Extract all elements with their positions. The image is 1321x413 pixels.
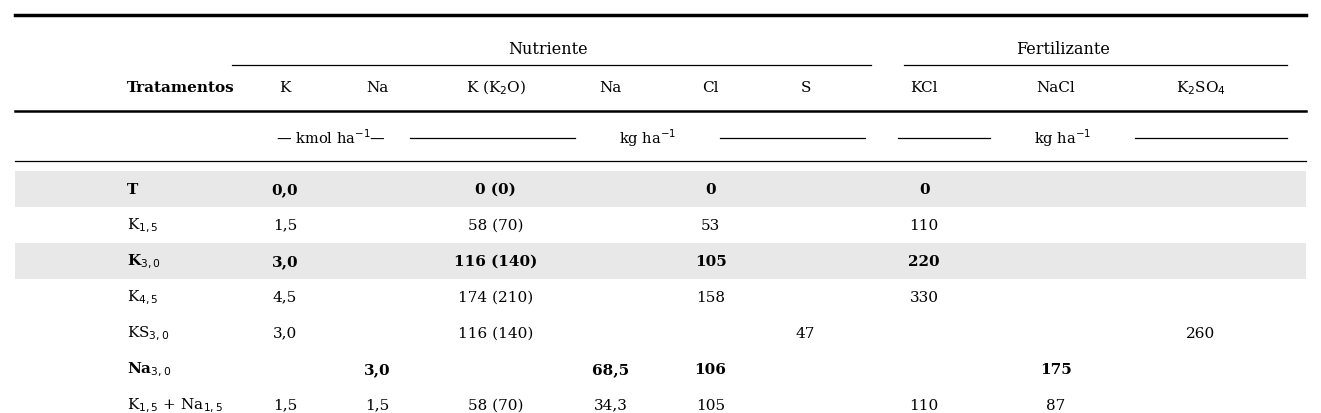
Text: Na$_{3,0}$: Na$_{3,0}$ [127,361,170,379]
Text: K$_{1,5}$: K$_{1,5}$ [127,216,159,235]
Text: Fertilizante: Fertilizante [1016,41,1110,58]
Text: Na: Na [600,81,622,95]
Text: K$_{1,5}$ + Na$_{1,5}$: K$_{1,5}$ + Na$_{1,5}$ [127,396,223,413]
Text: 0: 0 [705,183,716,197]
Bar [15,243,1306,279]
Text: kg ha$^{-1}$: kg ha$^{-1}$ [1034,127,1091,149]
Text: 1,5: 1,5 [272,399,297,413]
Text: KCl: KCl [910,81,938,95]
Bar [15,351,1306,387]
Text: 1,5: 1,5 [272,219,297,233]
Text: S: S [801,81,811,95]
Text: Na: Na [366,81,388,95]
Text: Cl: Cl [703,81,719,95]
Text: 0 (0): 0 (0) [476,183,517,197]
Text: 87: 87 [1046,399,1066,413]
Text: 260: 260 [1186,327,1215,341]
Text: 105: 105 [696,399,725,413]
Text: 47: 47 [795,327,815,341]
Text: 4,5: 4,5 [272,291,297,305]
Text: K (K$_2$O): K (K$_2$O) [465,79,526,97]
Text: K: K [279,81,291,95]
Text: 1,5: 1,5 [365,399,390,413]
Text: 3,0: 3,0 [272,255,299,269]
Text: 3,0: 3,0 [363,363,391,377]
Text: 116 (140): 116 (140) [458,327,534,341]
Text: 175: 175 [1040,363,1071,377]
Text: 58 (70): 58 (70) [468,219,523,233]
Text: Tratamentos: Tratamentos [127,81,234,95]
Text: 0,0: 0,0 [272,183,299,197]
Text: KS$_{3,0}$: KS$_{3,0}$ [127,325,169,343]
Text: 116 (140): 116 (140) [454,255,538,269]
Bar [15,387,1306,413]
Text: K$_{4,5}$: K$_{4,5}$ [127,289,159,307]
Text: 34,3: 34,3 [593,399,627,413]
Text: 106: 106 [695,363,727,377]
Text: Nutriente: Nutriente [509,41,588,58]
Text: T: T [127,183,137,197]
Text: 220: 220 [909,255,941,269]
Text: 330: 330 [910,291,939,305]
Text: 110: 110 [910,399,939,413]
Text: 110: 110 [910,219,939,233]
Text: 158: 158 [696,291,725,305]
Text: K$_2$SO$_4$: K$_2$SO$_4$ [1176,79,1226,97]
Text: NaCl: NaCl [1037,81,1075,95]
Text: 68,5: 68,5 [592,363,629,377]
Text: 105: 105 [695,255,727,269]
Bar [15,171,1306,207]
Text: 3,0: 3,0 [272,327,297,341]
Text: kg ha$^{-1}$: kg ha$^{-1}$ [618,127,676,149]
Text: 53: 53 [701,219,720,233]
Text: — kmol ha$^{-1}$—: — kmol ha$^{-1}$— [276,129,386,147]
Text: 58 (70): 58 (70) [468,399,523,413]
Text: 0: 0 [919,183,930,197]
Text: K$_{3,0}$: K$_{3,0}$ [127,253,160,271]
Text: 174 (210): 174 (210) [458,291,534,305]
